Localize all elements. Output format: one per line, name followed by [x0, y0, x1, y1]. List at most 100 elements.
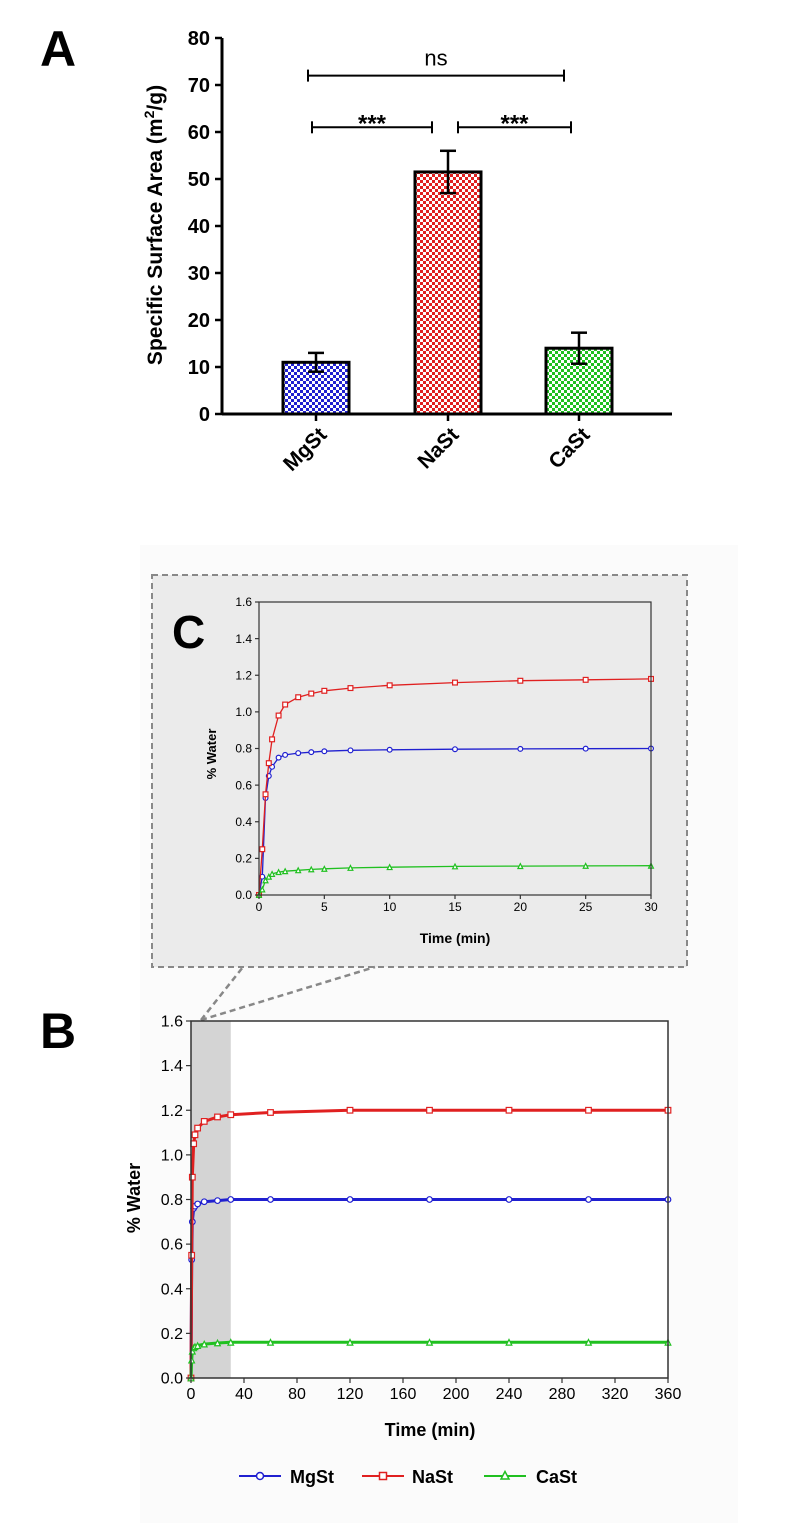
panel-c-point-cast [268, 870, 276, 877]
panel-b-letter: B [40, 1003, 76, 1059]
panel-c-point-mgst [582, 745, 589, 752]
panel-c-point-mgst [308, 749, 315, 756]
panel-c-point-nast [582, 676, 589, 683]
panel-b-point-mgst [426, 1196, 433, 1203]
panel-b-point-nast [585, 1106, 592, 1114]
panel-c-y-tick-label: 0.2 [235, 852, 252, 866]
panel-b-point-cast [584, 1338, 593, 1346]
panel-c-letter: C [172, 606, 205, 658]
panel-b-x-tick-label: 320 [602, 1386, 629, 1403]
panel-b-y-tick-label: 0.8 [161, 1192, 183, 1209]
panel-a-y-tick-label: 10 [188, 357, 210, 379]
panel-c-point-cast [275, 868, 282, 876]
panel-a-y-tick-label: 20 [188, 310, 210, 332]
panel-c-x-tick-label: 25 [579, 900, 593, 914]
panel-a-letter: A [40, 21, 76, 77]
panel-b-x-tick-label: 200 [443, 1386, 470, 1403]
panel-c-point-nast [265, 760, 272, 767]
panel-c-point-mgst [295, 750, 302, 757]
panel-b-point-cast [226, 1338, 235, 1346]
panel-a-y-tick-label: 40 [188, 216, 210, 238]
panel-a-y-tick-label: 80 [188, 28, 210, 50]
legend-item-nast: NaSt [362, 1467, 453, 1487]
panel-c-point-nast [386, 682, 393, 689]
panel-a-bar-chart: A 0 10 20 30 40 50 60 70 80 MgSt NaSt CaSt ns *** ***… [40, 21, 672, 476]
legend-marker-cast [499, 1469, 511, 1480]
panel-c-point-cast [262, 876, 269, 884]
panel-b-point-mgst [505, 1196, 513, 1203]
panel-b-markers-cast [187, 1338, 672, 1382]
panel-b-point-nast [346, 1106, 354, 1114]
panel-b-x-axis-title: Time (min) [385, 1420, 476, 1440]
panel-c-y-tick-label: 1.6 [235, 595, 252, 609]
panel-b-point-cast [200, 1339, 209, 1348]
legend-item-cast: CaSt [484, 1467, 577, 1487]
panel-b-point-mgst [227, 1196, 235, 1203]
panel-c-point-mgst [282, 751, 289, 758]
panel-b-point-nast [505, 1106, 513, 1114]
panel-b-point-nast [191, 1131, 199, 1139]
panel-a-significance-label: *** [358, 110, 387, 137]
panel-c-y-axis-title: % Water [204, 729, 219, 780]
panel-c-point-nast [269, 736, 276, 743]
panel-c-point-nast [262, 791, 269, 798]
panel-c-y-tick-label: 1.0 [235, 705, 252, 719]
panel-b-point-cast [193, 1341, 202, 1350]
panel-b-point-nast [267, 1109, 274, 1116]
panel-c-point-cast [294, 866, 302, 874]
panel-a-y-tick-label: 60 [188, 122, 210, 144]
panel-b-y-tick-label: 1.6 [161, 1014, 183, 1031]
legend-marker-mgst [255, 1471, 265, 1481]
panel-c-x-tick-label: 10 [383, 900, 397, 914]
panel-c-point-cast [451, 862, 459, 870]
panel-c-x-tick-label: 20 [514, 900, 528, 914]
panel-c-point-mgst [275, 754, 282, 761]
panel-b-x-tick-label: 240 [496, 1386, 523, 1403]
panel-b-y-tick-label: 0.6 [161, 1237, 183, 1254]
legend-item-mgst: MgSt [239, 1467, 334, 1487]
panel-b-x-tick-label: 40 [235, 1386, 253, 1403]
panel-c-point-nast [275, 712, 282, 719]
panel-b-point-nast [426, 1106, 433, 1114]
panel-c-point-nast [517, 677, 524, 684]
panel-b-point-mgst [585, 1196, 592, 1203]
panel-c-y-tick-label: 1.2 [235, 668, 252, 682]
panel-c-series-nast [258, 678, 652, 896]
legend: MgSt NaSt CaSt [239, 1467, 577, 1487]
panel-c-markers-mgst [256, 745, 654, 898]
panel-c-markers-nast [256, 675, 654, 898]
panel-a-y-tick-label: 0 [199, 404, 210, 426]
panel-b-point-nast [227, 1111, 235, 1119]
panel-b-y-tick-label: 1.0 [161, 1147, 183, 1164]
panel-a-y-axis-title: Specific Surface Area (m2/g) [141, 85, 167, 365]
panel-c-point-nast [347, 685, 354, 692]
panel-a-significance-label: *** [500, 110, 529, 137]
panel-c-y-tick-label: 0.8 [235, 742, 252, 756]
panel-b-y-tick-label: 1.2 [161, 1103, 183, 1120]
panel-b-point-cast [346, 1338, 354, 1346]
panel-b-x-tick-label: 280 [549, 1386, 576, 1403]
panel-b-x-tick-label: 360 [655, 1386, 682, 1403]
panel-b-point-mgst [267, 1196, 274, 1203]
panel-c-point-cast [307, 865, 315, 873]
panel-b-line-chart: B 0 40 80 120 160 200 240 280 320 360 0.0 0.2 0.4 0.6… [40, 1003, 681, 1440]
panel-c-point-mgst [321, 748, 328, 755]
panel-b-point-cast [505, 1338, 513, 1346]
panel-b-point-cast [425, 1338, 434, 1346]
panel-c-point-cast [582, 862, 590, 869]
panel-b-y-tick-label: 0.2 [161, 1326, 183, 1343]
panel-c-x-tick-label: 15 [448, 900, 462, 914]
panel-c-point-cast [347, 864, 354, 871]
panel-b-point-nast [200, 1118, 208, 1125]
panel-b-point-mgst [346, 1196, 354, 1203]
panel-c-point-nast [295, 694, 302, 701]
panel-b-point-nast [188, 1173, 196, 1181]
legend-label-mgst: MgSt [290, 1467, 334, 1487]
panel-c-series-mgst [258, 747, 652, 896]
panel-c-point-cast [258, 885, 266, 893]
panel-a-x-tick-label: NaSt [413, 423, 463, 473]
panel-b-y-tick-label: 0.4 [161, 1281, 183, 1298]
panel-b-y-axis-title: % Water [124, 1163, 144, 1233]
panel-b-point-cast [213, 1338, 222, 1347]
panel-a-significance-label: ns [424, 46, 447, 71]
